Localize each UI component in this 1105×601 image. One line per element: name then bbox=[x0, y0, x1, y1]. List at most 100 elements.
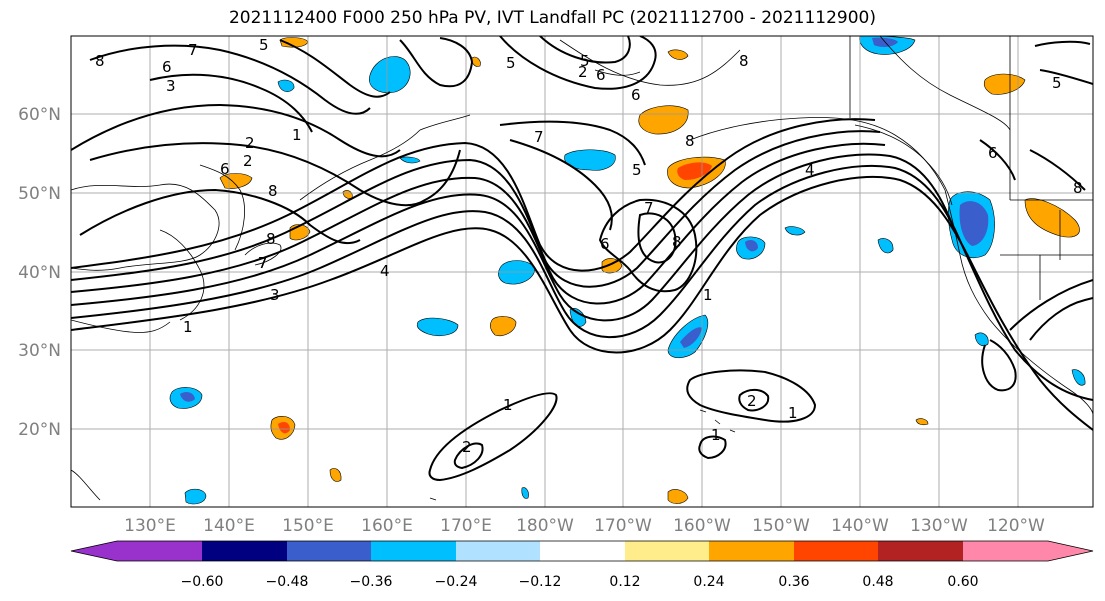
contour-label: 8 bbox=[266, 230, 276, 248]
colorbar-outline bbox=[70, 540, 1094, 562]
contour-label: 7 bbox=[258, 254, 268, 272]
lon-label: 150°E bbox=[282, 516, 334, 536]
contour-label: 6 bbox=[596, 66, 606, 84]
lon-label: 160°E bbox=[361, 516, 413, 536]
colorbar-extend-right bbox=[1048, 541, 1093, 561]
contour-label: 1 bbox=[292, 126, 302, 144]
contour-label: 3 bbox=[166, 77, 176, 95]
colorbar-tick-labels: −0.60 −0.48 −0.36 −0.24 −0.12 0.12 0.24 … bbox=[181, 574, 979, 590]
lat-label: 60°N bbox=[18, 105, 61, 125]
colorbar-tick-label: 0.48 bbox=[862, 574, 893, 590]
colorbar-tick-label: 0.60 bbox=[947, 574, 978, 590]
contour-label: 1 bbox=[703, 286, 713, 304]
colorbar-segment bbox=[202, 541, 287, 561]
contour-label: 5 bbox=[580, 52, 590, 70]
colorbar-tick-label: −0.12 bbox=[519, 574, 562, 590]
contour-label: 1 bbox=[711, 426, 721, 444]
contour-label: 7 bbox=[258, 254, 268, 272]
lon-label: 180°W bbox=[516, 516, 574, 536]
lon-label: 130°E bbox=[124, 516, 176, 536]
pv-positive-blob bbox=[329, 468, 342, 482]
contour-label: 6 bbox=[600, 235, 610, 253]
pv-negative-blob bbox=[416, 317, 459, 336]
lon-label: 170°E bbox=[440, 516, 492, 536]
lat-label: 20°N bbox=[18, 420, 61, 440]
contour-label: 8 bbox=[672, 233, 682, 251]
colorbar-segment bbox=[371, 541, 456, 561]
colorbar bbox=[70, 540, 1094, 562]
colorbar-segment bbox=[287, 541, 371, 561]
contour-label: 6 bbox=[631, 86, 641, 104]
contour-label: 8 bbox=[739, 52, 749, 70]
pv-positive-blob bbox=[915, 418, 929, 426]
colorbar-tick-label: −0.60 bbox=[181, 574, 224, 590]
pv-positive-blob bbox=[1024, 198, 1080, 238]
contour-label: 7 bbox=[188, 41, 198, 59]
colorbar-segment bbox=[709, 541, 794, 561]
lon-label: 140°W bbox=[831, 516, 889, 536]
colorbar-segment bbox=[625, 541, 709, 561]
lon-label: 130°W bbox=[910, 516, 968, 536]
contour-label: 1 bbox=[183, 318, 193, 336]
pv-positive-blob bbox=[490, 316, 517, 337]
contour-label: 2 bbox=[747, 392, 757, 410]
pv-negative-blob bbox=[521, 487, 529, 499]
pv-positive-blob bbox=[638, 105, 689, 135]
latitude-labels: 60°N 50°N 40°N 30°N 20°N bbox=[18, 105, 61, 440]
lon-label: 160°W bbox=[673, 516, 731, 536]
colorbar-segment bbox=[117, 541, 202, 561]
pv-positive-blob bbox=[667, 49, 689, 60]
contour-label: 2 bbox=[578, 63, 588, 81]
pv-positive-blob bbox=[667, 489, 689, 504]
pv-positive-blob bbox=[278, 422, 290, 434]
colorbar-tick-label: 0.12 bbox=[609, 574, 640, 590]
pv-negative-blob bbox=[369, 56, 411, 93]
contour-label: 5 bbox=[632, 161, 642, 179]
contour-label: 6 bbox=[162, 58, 172, 76]
colorbar-extend-left bbox=[71, 541, 117, 561]
pv-negative-blob bbox=[784, 226, 806, 236]
colorbar-tick-label: −0.24 bbox=[435, 574, 478, 590]
pv-positive-blob bbox=[983, 73, 1026, 95]
contour-label: 2 bbox=[462, 438, 472, 456]
pv-negative-blob bbox=[1071, 369, 1086, 386]
lon-label: 150°W bbox=[752, 516, 810, 536]
contour-label: 8 bbox=[268, 182, 278, 200]
contour-label: 8 bbox=[95, 52, 105, 70]
pv-negative-blob bbox=[277, 79, 295, 92]
contour-label: 6 bbox=[220, 160, 230, 178]
pv-negative-blob bbox=[184, 488, 207, 505]
contour-label: 8 bbox=[685, 132, 695, 150]
pv-negative-blob bbox=[180, 391, 195, 402]
colorbar-segment bbox=[878, 541, 963, 561]
pv-negative-blob bbox=[399, 156, 421, 164]
pv-contours bbox=[71, 36, 1093, 482]
lon-label: 140°E bbox=[203, 516, 255, 536]
contour-label: 3 bbox=[270, 286, 280, 304]
contour-label: 1 bbox=[788, 404, 798, 422]
colorbar-segment bbox=[456, 541, 540, 561]
pv-negative-blob bbox=[680, 327, 702, 348]
colorbar-segment bbox=[540, 541, 625, 561]
colorbar-segment bbox=[963, 541, 1048, 561]
contour-label: 5 bbox=[506, 54, 516, 72]
map-gridlines bbox=[71, 36, 1093, 507]
pv-negative-blob bbox=[877, 238, 894, 254]
lon-label: 120°W bbox=[987, 516, 1045, 536]
contour-label: 5 bbox=[1052, 74, 1062, 92]
pv-negative-blob bbox=[974, 332, 989, 346]
contour-label: 8 bbox=[1073, 179, 1083, 197]
lat-label: 50°N bbox=[18, 184, 61, 204]
longitude-labels: 130°E 140°E 150°E 160°E 170°E 180°W 170°… bbox=[124, 516, 1045, 536]
lat-label: 40°N bbox=[18, 263, 61, 283]
pv-negative-blob bbox=[745, 240, 758, 252]
colorbar-tick-label: 0.36 bbox=[778, 574, 809, 590]
contour-label: 2 bbox=[245, 134, 255, 152]
contour-label: 4 bbox=[380, 262, 390, 280]
contour-label: 7 bbox=[534, 128, 544, 146]
pv-positive-blob bbox=[677, 162, 712, 180]
contour-label: 5 bbox=[259, 36, 269, 54]
colorbar-segment bbox=[794, 541, 878, 561]
contour-label: 4 bbox=[805, 161, 815, 179]
